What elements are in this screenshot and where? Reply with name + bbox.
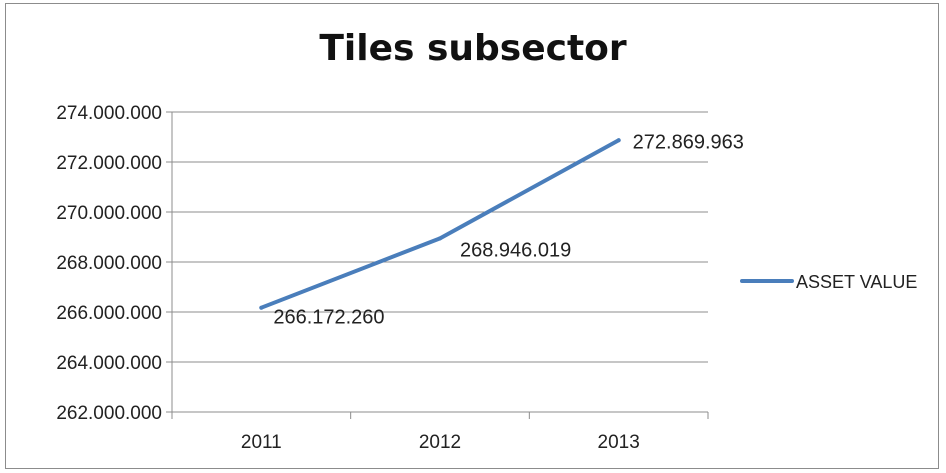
x-tick-label: 2013 [598, 432, 640, 453]
y-tick-label: 270.000.000 [56, 203, 162, 224]
data-label: 272.869.963 [633, 131, 744, 153]
legend-label: ASSET VALUE [796, 272, 917, 292]
y-tick-label: 264.000.000 [56, 353, 162, 374]
y-tick-label: 274.000.000 [56, 103, 162, 124]
chart-frame [5, 3, 939, 469]
data-label: 266.172.260 [273, 307, 384, 329]
series-line [259, 138, 621, 310]
y-tick-label: 266.000.000 [56, 303, 162, 324]
y-tick-label: 272.000.000 [56, 153, 162, 174]
data-label: 268.946.019 [460, 239, 571, 261]
x-tick-label: 2011 [241, 432, 282, 453]
x-tick-label: 2012 [419, 432, 461, 453]
data-point [438, 236, 442, 241]
y-tick-label: 262.000.000 [56, 403, 162, 424]
y-tick-label: 268.000.000 [56, 253, 162, 274]
data-point [259, 305, 264, 310]
data-point [616, 138, 621, 143]
chart-title: Tiles subsector [319, 28, 627, 69]
